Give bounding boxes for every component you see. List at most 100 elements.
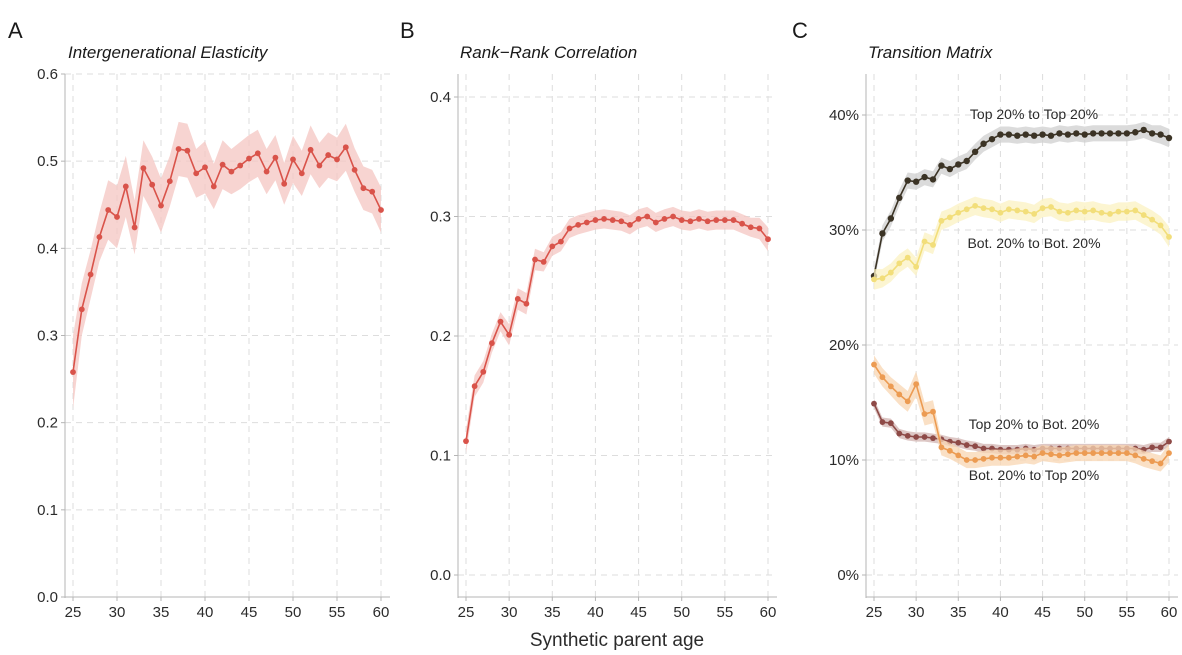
panel-c-series-3-point: [1081, 450, 1088, 456]
panel-b-series-0-point: [566, 225, 573, 232]
panel-c-series-1-point: [1115, 208, 1122, 215]
panel-c-letter: C: [792, 18, 808, 43]
panel-c-series-3-band: [874, 355, 1169, 472]
panel-c-series-1-point: [972, 202, 979, 209]
panel-c-series-1-point: [1166, 234, 1172, 240]
panel-b-series-0-point: [618, 218, 625, 225]
panel-c-series-0-point: [904, 177, 911, 184]
panel-b-y-tick-label: 0.1: [430, 448, 451, 465]
panel-b-x-tick-label: 40: [587, 604, 604, 621]
panel-a-series-0-point: [149, 181, 156, 188]
panel-c-series-2-point: [896, 430, 903, 437]
panel-c-x-tick-label: 40: [992, 604, 1009, 621]
panel-a: A Intergenerational Elasticity 25 30 35 40 4…: [8, 18, 390, 621]
panel-c-series-2-point: [1149, 444, 1156, 451]
panel-c-series-3-point: [1098, 450, 1105, 456]
panel-c-y-tick-label: 40%: [829, 107, 859, 124]
panel-c-series-3-point: [938, 444, 945, 451]
panel-b-x-tick-label: 25: [458, 604, 475, 621]
panel-b-x-tick-label: 45: [630, 604, 647, 621]
panel-a-x-tick-label: 30: [109, 604, 126, 621]
panel-c-series-2-point: [1166, 438, 1172, 445]
panel-c-series-1-point: [930, 242, 936, 248]
panel-c-series-2-point: [921, 434, 928, 440]
panel-c-series-0-point: [1064, 131, 1072, 138]
panel-c-series-3-point: [1115, 450, 1122, 456]
panel-c-series-1-point: [1132, 207, 1139, 214]
panel-c-series-0-point: [955, 161, 962, 168]
panel-c-y-tick-label: 0%: [837, 567, 859, 584]
panel-c-series-3-point: [1048, 451, 1054, 458]
panel-a-series-0-point: [298, 170, 305, 177]
panel-c-series-3-point: [1107, 450, 1113, 456]
panel-c-series-3-point: [1056, 452, 1063, 459]
panel-c-series-1-point: [980, 205, 987, 212]
panel-c-x-tick-label: 55: [1119, 604, 1136, 621]
panel-b-series-0-point: [471, 383, 478, 390]
panel-c-series-0-point: [1140, 126, 1147, 134]
panel-c-y-tick-label: 30%: [829, 222, 859, 239]
panel-c-series-1-point: [1022, 208, 1029, 215]
panel-c-title: Transition Matrix: [868, 43, 993, 62]
panel-c-x-tick-label: 30: [908, 604, 925, 621]
panel-b-series-0-point: [601, 215, 607, 222]
panel-c-series-0-point: [896, 194, 903, 201]
panel-c-series-0-point: [1022, 131, 1029, 138]
panel-c-series-1-point: [1149, 216, 1156, 223]
panel-c-series-1-label: Bot. 20% to Bot. 20%: [967, 235, 1100, 251]
panel-b-series-0-point: [523, 300, 530, 307]
panel-c-series-1-point: [1056, 208, 1063, 215]
panel-a-x-tick-label: 45: [241, 604, 258, 621]
panel-c-series-1-point: [1039, 205, 1046, 212]
panel-a-series-0-point: [105, 207, 112, 213]
panel-b-x-tick-label: 35: [544, 604, 561, 621]
panel-b-y-tick-label: 0.2: [430, 328, 451, 345]
panel-c-y-tick-label: 20%: [829, 337, 859, 354]
panel-c-series-3-point: [1031, 453, 1038, 460]
panel-c-series-1-point: [1098, 209, 1105, 216]
panel-b-y-tick-label: 0.4: [430, 89, 451, 106]
panel-c-series-3-point: [896, 391, 903, 398]
panel-b-series-0-point: [575, 221, 582, 228]
panel-a-y-tick-label: 0.1: [37, 502, 58, 519]
panel-c-series-1-point: [913, 263, 920, 270]
panel-c-series-0-point: [1014, 132, 1021, 139]
panel-a-series-0-point: [78, 306, 85, 313]
panel-b-series-0-point: [652, 219, 659, 226]
panel-a-series-0-point: [87, 271, 94, 278]
panel-a-series-0-point: [193, 170, 200, 177]
panel-c-series-1-point: [1123, 208, 1130, 215]
panel-a-y-tick-label: 0.5: [37, 153, 58, 170]
panel-c-series-0-point: [929, 176, 937, 183]
panel-c-x-tick-label: 50: [1076, 604, 1093, 621]
panel-c-series-2-label: Top 20% to Bot. 20%: [969, 416, 1100, 432]
panel-c-series-0-point: [1081, 131, 1088, 138]
panel-b-series-0-point: [678, 217, 685, 223]
panel-c-series-1-point: [997, 209, 1004, 216]
panel-a-y-tick-label: 0.3: [37, 328, 58, 345]
panel-c-series-2-point: [904, 432, 911, 439]
panel-a-series-0-point: [307, 146, 314, 153]
panel-a-series-0-point: [158, 202, 164, 209]
panel-c-series-0-point: [921, 173, 928, 181]
panel-c-series-3-point: [955, 452, 962, 459]
panel-a-x-tick-label: 40: [197, 604, 214, 621]
panel-c-series-2-point: [879, 419, 886, 425]
panel-c-series-1-point: [955, 209, 962, 216]
panel-c-series-3-point: [1140, 455, 1147, 462]
panel-b-series-0: [463, 206, 771, 454]
panel-b-series-0-point: [687, 218, 694, 225]
panel-c-series-0-point: [997, 131, 1004, 138]
panel-c-series-0-point: [946, 165, 954, 173]
panel-b-series-0-point: [488, 340, 495, 347]
panel-b-title: Rank−Rank Correlation: [460, 43, 637, 62]
panel-c-series-0-point: [1157, 131, 1164, 138]
panel-a-series-0-point: [140, 165, 147, 172]
panel-b-letter: B: [400, 18, 415, 43]
panel-c-x-tick-label: 60: [1161, 604, 1178, 621]
panel-c-series-3-point: [921, 411, 928, 417]
panel-c-series-0-point: [887, 215, 895, 222]
panel-c-series-0-point: [1005, 131, 1013, 138]
panel-c-series-3-point: [1039, 450, 1046, 456]
panel-c-series-1-point: [887, 269, 894, 276]
